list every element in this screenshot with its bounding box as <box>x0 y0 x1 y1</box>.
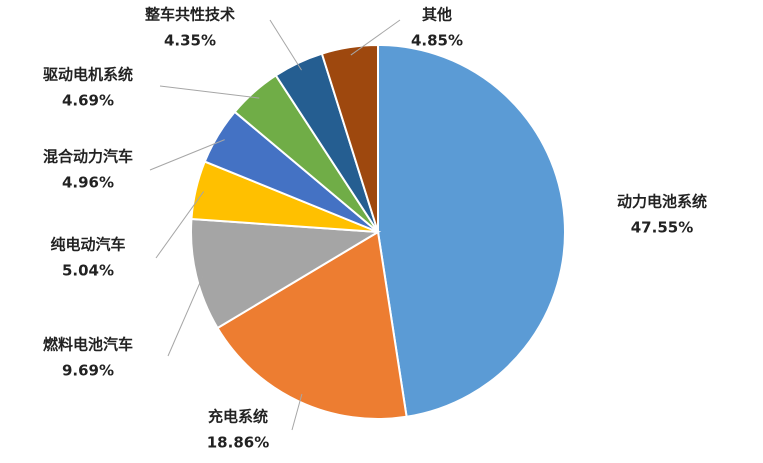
slice-label: 充电系统 <box>208 408 268 426</box>
leader-line <box>269 19 302 71</box>
pie-slice <box>190 217 382 330</box>
slice-value-label: 9.69% <box>62 362 114 380</box>
slice-label: 其他 <box>422 6 452 24</box>
slice-label: 燃料电池汽车 <box>43 336 133 354</box>
slice-label: 动力电池系统 <box>617 193 707 211</box>
slice-label: 混合动力汽车 <box>43 148 133 166</box>
leader-line <box>350 19 401 56</box>
slice-value-label: 18.86% <box>207 434 269 452</box>
leader-line <box>149 139 225 171</box>
slice-label: 整车共性技术 <box>145 6 235 24</box>
slice-value-label: 4.35% <box>164 32 216 50</box>
pie-slice <box>216 230 408 420</box>
slice-value-label: 4.96% <box>62 174 114 192</box>
slice-label: 纯电动汽车 <box>50 236 125 254</box>
slice-value-label: 4.85% <box>411 32 463 50</box>
leader-line <box>291 393 303 431</box>
slice-value-label: 47.55% <box>631 219 693 237</box>
pie-slice <box>377 43 566 418</box>
pie-slice <box>320 43 379 233</box>
leader-line <box>159 85 260 99</box>
slice-label: 驱动电机系统 <box>43 66 133 84</box>
slice-value-label: 4.69% <box>62 92 114 110</box>
slice-value-label: 5.04% <box>62 262 114 280</box>
leader-line <box>155 191 205 259</box>
leader-line <box>167 273 205 357</box>
